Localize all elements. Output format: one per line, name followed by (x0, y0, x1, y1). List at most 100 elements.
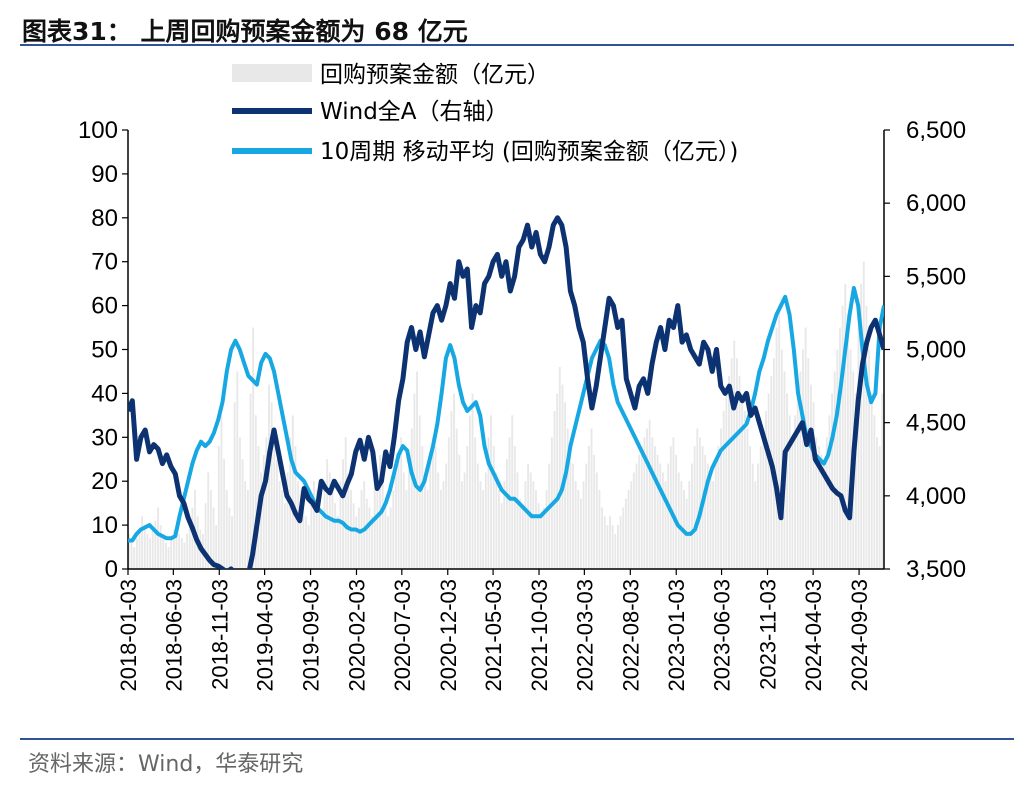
bar (241, 459, 244, 569)
bar (355, 516, 358, 569)
bar (516, 472, 519, 569)
bar (270, 402, 273, 569)
bar (640, 446, 643, 569)
bar (722, 410, 725, 569)
bar (151, 529, 154, 569)
bar (844, 283, 847, 569)
bar (365, 498, 368, 569)
bar (273, 428, 276, 569)
bar (833, 371, 836, 569)
bar (577, 489, 580, 569)
bar (458, 454, 461, 569)
bar (466, 446, 469, 569)
bar (725, 393, 728, 569)
bar (313, 481, 315, 569)
bar (728, 375, 730, 569)
bar (463, 472, 466, 569)
bar (400, 437, 403, 569)
bar (249, 393, 252, 569)
bar (580, 498, 582, 569)
bar (490, 415, 492, 569)
bar (246, 489, 249, 569)
bar (743, 410, 746, 569)
bar (807, 358, 810, 569)
bar (765, 410, 767, 569)
x-tick-label: 2019-04-03 (253, 579, 278, 692)
figure-title: 图表31： 上周回购预案金额为 68 亿元 (22, 17, 468, 46)
bar (320, 516, 323, 569)
bar (262, 454, 265, 569)
bar (820, 454, 823, 569)
bar (336, 516, 339, 569)
bar (735, 358, 738, 569)
bar (476, 463, 479, 569)
x-tick-label: 2019-09-03 (299, 579, 324, 692)
bar (601, 507, 604, 569)
bar (421, 446, 424, 569)
bar (585, 463, 588, 569)
bar (746, 428, 749, 569)
bar (225, 489, 228, 569)
y-right-tick-label: 4,000 (906, 483, 966, 510)
bar (154, 520, 157, 569)
bar (751, 463, 754, 569)
bar (680, 481, 683, 569)
bar (712, 481, 715, 569)
bar (870, 393, 873, 569)
x-tick-label: 2023-06-03 (710, 579, 735, 692)
bar (363, 481, 366, 569)
bar (532, 481, 535, 569)
bar (207, 472, 210, 569)
bar (558, 367, 561, 569)
bar (836, 349, 839, 569)
bar (170, 538, 173, 569)
bar (659, 463, 662, 569)
bar (815, 437, 818, 569)
bar (556, 393, 559, 569)
bar (461, 481, 463, 569)
bar (622, 507, 625, 569)
bar (188, 525, 191, 569)
bar (817, 446, 820, 569)
bar (823, 463, 826, 569)
bar (455, 428, 458, 569)
bar (445, 463, 448, 569)
bar (437, 472, 440, 569)
bar (738, 375, 741, 569)
bar (775, 327, 778, 569)
bar (484, 472, 487, 569)
top-rule (20, 44, 1014, 46)
bar (767, 393, 770, 569)
bars-group (128, 261, 884, 569)
y-left-tick-label: 30 (91, 424, 118, 451)
bar (529, 472, 532, 569)
bar (849, 349, 852, 569)
bar (825, 437, 828, 569)
y-left-tick-label: 70 (91, 249, 118, 276)
bar (254, 415, 257, 569)
bar (688, 481, 691, 569)
bar (545, 489, 548, 569)
bar (841, 305, 844, 569)
legend-label-wind: Wind全A（右轴） (320, 99, 509, 125)
bar (128, 533, 130, 569)
bar (209, 489, 212, 569)
bar (564, 402, 566, 569)
bar (149, 538, 151, 569)
bar (278, 481, 281, 569)
bar (831, 393, 833, 569)
bar (574, 481, 577, 569)
bar (569, 446, 572, 569)
bar (498, 489, 500, 569)
bar (387, 516, 389, 569)
bar (347, 472, 350, 569)
bar (416, 371, 418, 569)
bar (854, 393, 857, 569)
bar (236, 371, 239, 569)
bar (762, 428, 765, 569)
bar (754, 481, 757, 569)
bar (381, 481, 384, 569)
bar (318, 507, 321, 569)
bar (862, 261, 865, 569)
